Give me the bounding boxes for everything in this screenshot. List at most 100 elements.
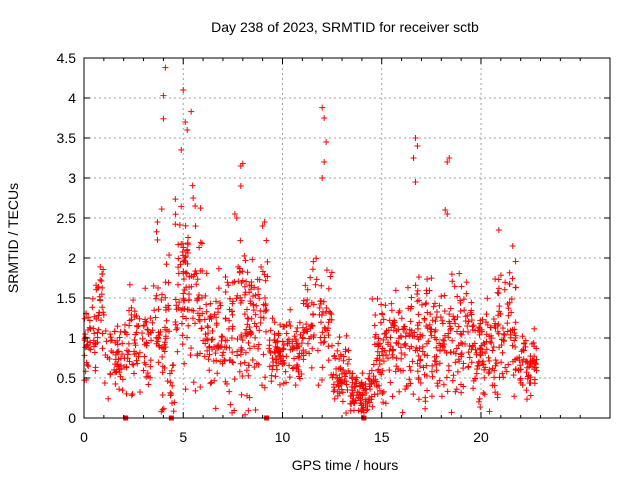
data-point bbox=[387, 379, 394, 386]
data-point bbox=[280, 380, 287, 387]
data-point bbox=[527, 379, 534, 386]
data-point bbox=[214, 370, 221, 377]
data-point bbox=[381, 330, 388, 337]
data-point bbox=[505, 361, 512, 368]
data-point bbox=[268, 372, 275, 379]
data-point bbox=[129, 391, 136, 398]
data-point bbox=[329, 342, 336, 349]
data-point bbox=[86, 345, 93, 352]
data-point bbox=[194, 351, 201, 358]
data-point bbox=[533, 345, 540, 352]
data-point bbox=[486, 408, 493, 415]
data-point bbox=[314, 347, 321, 354]
data-point bbox=[353, 380, 360, 387]
data-point bbox=[432, 318, 439, 325]
data-point bbox=[274, 338, 281, 345]
data-point bbox=[119, 340, 126, 347]
data-point bbox=[97, 296, 104, 303]
data-point bbox=[253, 302, 260, 309]
y-tick-label: 1.5 bbox=[57, 290, 77, 306]
data-point bbox=[234, 352, 241, 359]
data-point bbox=[416, 319, 423, 326]
data-point bbox=[320, 308, 327, 315]
data-point bbox=[178, 320, 185, 327]
data-point bbox=[175, 264, 182, 271]
data-point bbox=[179, 313, 186, 320]
data-point bbox=[147, 363, 154, 370]
data-point bbox=[183, 270, 190, 277]
data-point bbox=[509, 275, 516, 282]
data-point bbox=[188, 108, 195, 115]
data-point bbox=[188, 345, 195, 352]
data-point bbox=[450, 313, 457, 320]
data-point bbox=[414, 368, 421, 375]
data-point bbox=[463, 279, 470, 286]
data-point bbox=[419, 332, 426, 339]
data-point bbox=[441, 341, 448, 348]
data-point bbox=[148, 337, 155, 344]
data-point bbox=[175, 304, 182, 311]
data-point bbox=[169, 382, 176, 389]
data-point bbox=[286, 318, 293, 325]
data-point bbox=[279, 346, 286, 353]
data-point bbox=[206, 367, 213, 374]
data-point bbox=[308, 364, 315, 371]
data-point bbox=[415, 274, 422, 281]
data-point bbox=[271, 336, 278, 343]
data-point bbox=[83, 359, 90, 366]
data-point bbox=[506, 269, 513, 276]
data-point bbox=[130, 361, 137, 368]
data-point bbox=[181, 286, 188, 293]
data-point bbox=[279, 361, 286, 368]
data-point bbox=[457, 308, 464, 315]
data-point bbox=[312, 281, 319, 288]
data-point bbox=[166, 252, 173, 259]
data-point bbox=[190, 195, 197, 201]
data-point bbox=[414, 291, 421, 298]
data-point bbox=[180, 276, 187, 283]
data-point bbox=[428, 368, 435, 375]
data-point bbox=[450, 372, 457, 379]
data-point bbox=[362, 385, 369, 392]
data-point bbox=[192, 268, 199, 275]
data-point bbox=[527, 353, 534, 360]
data-point bbox=[508, 296, 515, 303]
data-point bbox=[345, 368, 352, 375]
data-point bbox=[298, 340, 305, 347]
data-point bbox=[484, 295, 491, 302]
data-point bbox=[425, 338, 432, 345]
data-point bbox=[203, 336, 210, 343]
data-point bbox=[119, 376, 126, 383]
data-point bbox=[286, 374, 293, 381]
data-point bbox=[337, 377, 344, 384]
data-point bbox=[327, 309, 334, 316]
data-point bbox=[358, 379, 365, 386]
data-point bbox=[364, 402, 371, 409]
data-point bbox=[318, 319, 325, 326]
data-point bbox=[106, 355, 113, 362]
data-point bbox=[385, 339, 392, 346]
data-point bbox=[471, 340, 478, 347]
data-point bbox=[221, 356, 228, 363]
data-point bbox=[304, 286, 311, 293]
data-point bbox=[449, 278, 456, 285]
data-point bbox=[247, 298, 254, 305]
data-point bbox=[139, 335, 146, 342]
data-point bbox=[299, 324, 306, 331]
data-point bbox=[423, 362, 430, 369]
data-point bbox=[426, 287, 433, 294]
data-point bbox=[491, 322, 498, 329]
data-point bbox=[422, 398, 429, 405]
data-point bbox=[126, 358, 133, 365]
data-point bbox=[125, 348, 132, 355]
data-point bbox=[466, 354, 473, 361]
data-point bbox=[340, 357, 347, 364]
data-point bbox=[253, 323, 260, 330]
data-point bbox=[242, 257, 249, 264]
data-point bbox=[318, 297, 325, 304]
data-point bbox=[239, 373, 246, 380]
data-point bbox=[154, 334, 161, 341]
data-point bbox=[460, 365, 467, 372]
data-point bbox=[239, 160, 246, 167]
data-point bbox=[196, 244, 203, 251]
